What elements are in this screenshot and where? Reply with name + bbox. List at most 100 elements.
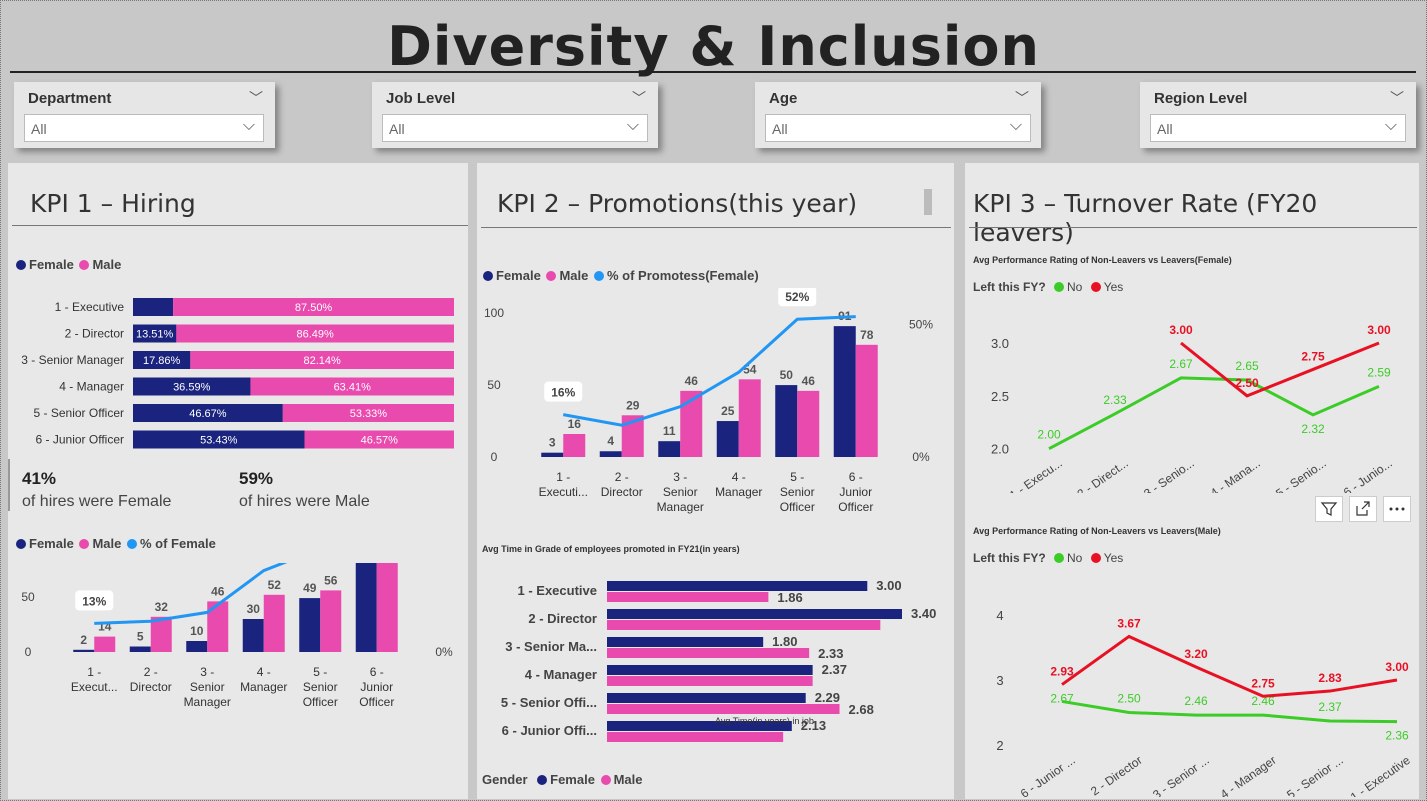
scrollbar-thumb[interactable] (924, 189, 932, 215)
male-data-label: 53.33% (350, 408, 388, 420)
category-label: 5 - Senior Offi... (501, 695, 597, 710)
chevron-down-icon[interactable]: ﹀ (1390, 90, 1404, 106)
male-data-label: 52 (268, 578, 282, 592)
x-tick-label: 6 - Junio... (1341, 456, 1395, 493)
pct-label-bg (75, 590, 114, 611)
kpi3-panel: KPI 3 – Turnover Rate (FY20 leavers) Avg… (965, 163, 1419, 799)
legend-pct: % of Promotess(Female) (606, 268, 759, 283)
no-data-label: 2.36 (1385, 729, 1409, 743)
x-tick-label: 6 - (370, 665, 384, 679)
legend-male: Male (92, 257, 122, 272)
male-hire-text: of hires were Male (239, 493, 370, 510)
time-in-grade-title: Avg Time in Grade of employees promoted … (482, 544, 740, 554)
filter-icon[interactable] (1315, 496, 1343, 522)
y-tick-label: 4 (996, 608, 1003, 623)
x-axis-title: Avg Time(in years) in job (715, 716, 814, 726)
legend-male: Male (613, 772, 643, 787)
x-tick-label: 4 - (257, 665, 271, 679)
legend-female: Female (29, 536, 74, 551)
promotions-plot: 0 50 100 0% 50% 3 16 1 -Executi... 4 29 2 -Directo… (484, 288, 933, 514)
yes-data-label: 3.00 (1169, 323, 1193, 337)
slicer-job-level[interactable]: Job Level ﹀ All ⌵ (372, 82, 658, 148)
x-tick-label: 1 - Execu... (1007, 456, 1065, 493)
x-tick-label: 2 - (144, 665, 158, 679)
male-bar (176, 324, 454, 343)
y-tick-label: 50 (21, 590, 35, 604)
male-bar (282, 404, 454, 422)
yes-data-label: 3.20 (1184, 647, 1208, 661)
legend-no: No (1067, 280, 1083, 294)
female-bar (607, 637, 764, 647)
more-options-icon[interactable] (1383, 496, 1411, 522)
x-tick-label: 3 - Senio... (1141, 456, 1197, 493)
no-data-label: 2.65 (1235, 359, 1259, 373)
x-tick-label: Officer (838, 500, 873, 514)
turnover-male-legend: Left this FY? No Yes (973, 551, 1123, 565)
male-data-label: 2.33 (818, 646, 843, 661)
y2-tick-label: 0% (912, 450, 930, 464)
category-label: 6 - Junior Offi... (502, 723, 597, 738)
female-bar (186, 641, 208, 652)
no-data-label: 2.50 (1117, 692, 1141, 706)
y-tick-label: 3 (996, 673, 1003, 688)
y2-tick-label: 50% (909, 318, 933, 332)
male-bar (607, 676, 813, 686)
male-bar (607, 620, 881, 630)
slicer-department[interactable]: Department ﹀ All ⌵ (14, 82, 275, 148)
slicer-region-level[interactable]: Region Level ﹀ All ⌵ (1140, 82, 1416, 148)
kpi1-title: KPI 1 – Hiring (30, 189, 196, 218)
chevron-down-icon[interactable]: ﹀ (632, 90, 646, 106)
male-bar (190, 351, 454, 369)
legend-female: Female (496, 268, 541, 283)
focus-mode-icon[interactable] (1349, 496, 1377, 522)
female-bar (607, 581, 868, 591)
female-data-label: 2 (80, 633, 87, 647)
female-data-label: 46.67% (189, 408, 227, 420)
x-tick-label: 3 - (673, 470, 687, 484)
slicer-dropdown[interactable]: All ⌵ (1150, 114, 1406, 142)
female-bar (775, 385, 798, 457)
slicer-value: All (389, 121, 405, 137)
female-data-label: 30 (247, 602, 261, 616)
chevron-down-icon[interactable]: ﹀ (249, 90, 263, 106)
male-bar (376, 563, 398, 652)
chevron-down-icon: ⌵ (1384, 117, 1397, 134)
female-data-label: 4 (607, 434, 614, 448)
y-tick-label: 2 (996, 738, 1003, 753)
no-data-label: 2.37 (1318, 700, 1342, 714)
male-bar (304, 430, 454, 449)
male-bar (563, 433, 586, 457)
no-data-label: 2.33 (1103, 393, 1127, 407)
x-tick-label: 5 - Senior ... (1284, 753, 1346, 797)
female-data-label: 2.37 (822, 662, 847, 677)
turnover-male-title: Avg Performance Rating of Non-Leavers vs… (973, 526, 1221, 536)
female-data-label: 2.13 (801, 718, 826, 733)
slicer-dropdown[interactable]: All ⌵ (382, 114, 648, 142)
slicer-age[interactable]: Age ﹀ All ⌵ (755, 82, 1041, 148)
slicer-dropdown[interactable]: All ⌵ (765, 114, 1031, 142)
y-tick-label: 0 (491, 450, 498, 464)
male-bar (607, 648, 810, 658)
male-bar (173, 298, 454, 316)
chevron-down-icon[interactable]: ﹀ (1015, 90, 1029, 106)
turnover-female-legend: Left this FY? No Yes (973, 280, 1123, 294)
x-tick-label: Manager (184, 695, 231, 709)
slicer-dropdown[interactable]: All ⌵ (24, 114, 264, 142)
female-bar (133, 404, 283, 422)
female-bar (541, 452, 564, 457)
female-data-label: 13.51% (136, 329, 174, 341)
no-legend-dot (1054, 282, 1065, 292)
x-tick-label: 5 - (313, 665, 327, 679)
turnover-male-chart: 2 3 4 6 - Junior ... 2 - Director 3 - Senior … (996, 608, 1413, 797)
female-bar (607, 721, 792, 731)
x-tick-label: Manager (240, 680, 287, 694)
x-tick-label: 3 - Senior ... (1150, 753, 1212, 797)
male-bar (607, 592, 769, 602)
kpi3-title-rule (969, 227, 1417, 228)
slicer-value: All (772, 121, 788, 137)
female-bar (133, 377, 251, 396)
male-bar (94, 636, 116, 652)
male-bar (607, 704, 840, 714)
